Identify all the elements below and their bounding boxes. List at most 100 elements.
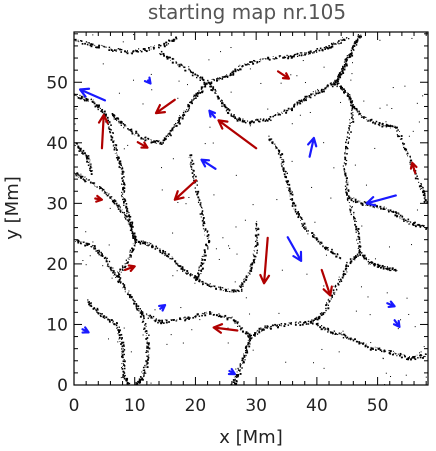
lane-dot — [352, 120, 355, 123]
lane-dot — [339, 332, 341, 334]
lane-dot — [258, 328, 260, 330]
lane-dot — [351, 54, 354, 57]
lane-dot — [163, 139, 166, 141]
lane-dot — [389, 267, 390, 269]
lane-dot — [195, 93, 198, 96]
lane-dot — [244, 278, 246, 279]
lane-dot — [238, 285, 241, 287]
lane-dot — [121, 348, 123, 350]
lane-dot — [247, 63, 249, 65]
lane-dot — [237, 369, 240, 371]
lane-dot — [118, 160, 121, 163]
lane-dot — [343, 39, 346, 42]
lane-dot — [133, 235, 136, 238]
lane-dot — [91, 43, 94, 46]
lane-dot — [139, 315, 142, 318]
lane-dot — [425, 227, 428, 230]
lane-dot — [254, 250, 256, 252]
lane-dot — [355, 310, 357, 312]
lane-dot — [419, 356, 422, 359]
lane-dot — [254, 234, 256, 236]
lane-dot — [245, 279, 247, 281]
lane-dot — [159, 321, 161, 323]
lane-dot — [118, 334, 121, 337]
lane-dot — [176, 64, 178, 66]
lane-dot — [171, 258, 173, 260]
lane-dot — [225, 75, 227, 78]
lane-dot — [186, 270, 189, 272]
lane-dot — [213, 194, 215, 196]
lane-dot — [126, 213, 128, 215]
lane-dot — [165, 44, 168, 46]
lane-dot — [170, 258, 172, 260]
lane-dot — [317, 240, 320, 243]
lane-dot — [191, 99, 193, 101]
lane-dot — [421, 355, 423, 357]
lane-dot — [235, 174, 237, 176]
lane-dot — [122, 269, 124, 271]
lane-dot — [159, 53, 161, 55]
lane-dot — [239, 365, 241, 367]
lane-dot — [98, 312, 100, 314]
lane-dot — [120, 164, 122, 167]
lane-dot — [244, 332, 247, 334]
lane-dot — [357, 37, 359, 39]
lane-dot — [230, 383, 232, 385]
lane-dot — [81, 42, 84, 45]
lane-dot — [123, 182, 126, 185]
lane-dot — [182, 65, 184, 66]
lane-dot — [187, 103, 189, 106]
lane-dot — [289, 322, 291, 325]
lane-dot — [162, 142, 164, 144]
lane-dot — [350, 206, 352, 207]
lane-dot — [143, 376, 144, 378]
lane-dot — [364, 344, 367, 347]
lane-dot — [117, 280, 119, 283]
lane-dot — [351, 107, 353, 108]
lane-dot — [129, 254, 131, 256]
lane-dot — [323, 88, 325, 90]
lane-dot — [305, 97, 307, 100]
lane-dot — [113, 116, 115, 118]
lane-dot — [340, 86, 342, 89]
lane-dot — [372, 348, 374, 350]
lane-dot — [123, 148, 125, 150]
lane-dot — [130, 130, 132, 132]
lane-dot — [211, 89, 214, 92]
lane-dot — [89, 255, 91, 257]
lane-dot — [301, 225, 303, 227]
lane-dot — [89, 305, 91, 307]
lane-dot — [265, 327, 267, 329]
lane-dot — [121, 350, 123, 353]
lane-dot — [351, 47, 354, 50]
lane-dot — [205, 229, 207, 231]
lane-dot — [116, 149, 118, 151]
lane-dot — [333, 293, 336, 295]
lane-dot — [355, 44, 358, 46]
lane-dot — [345, 270, 347, 272]
lane-dot — [249, 313, 251, 315]
lane-dot — [161, 319, 164, 322]
lane-dot — [250, 120, 253, 123]
lane-dot — [126, 208, 129, 210]
lane-dot — [146, 139, 148, 141]
lane-dot — [240, 369, 241, 370]
lane-dot — [399, 214, 402, 217]
lane-dot — [200, 86, 203, 89]
lane-dot — [98, 249, 100, 252]
lane-dot — [414, 177, 417, 180]
lane-dot — [302, 98, 305, 101]
lane-dot — [158, 44, 160, 46]
lane-dot — [320, 314, 322, 316]
lane-dot — [421, 186, 423, 188]
lane-dot — [203, 313, 205, 315]
lane-dot — [111, 196, 113, 198]
lane-dot — [272, 115, 274, 118]
lane-dot — [335, 79, 338, 82]
lane-dot — [316, 316, 318, 318]
lane-dot — [201, 268, 203, 270]
lane-dot — [176, 319, 178, 321]
lane-dot — [266, 118, 268, 120]
lane-dot — [369, 205, 371, 207]
lane-dot — [199, 265, 201, 267]
